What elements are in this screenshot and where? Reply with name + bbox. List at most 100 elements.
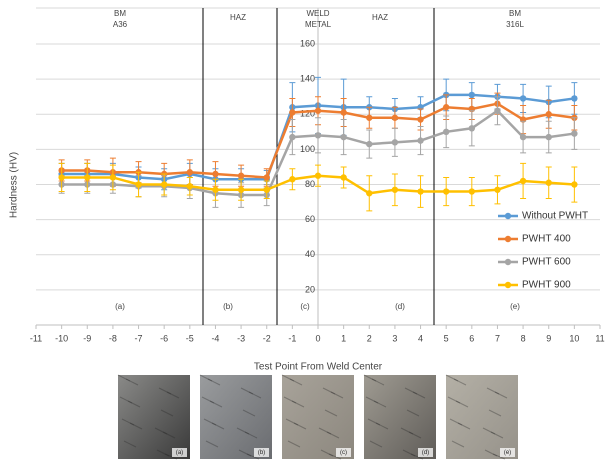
- panel-label: (d): [395, 302, 405, 311]
- micrograph-label: (a): [176, 450, 183, 456]
- data-point: [520, 178, 526, 184]
- x-tick-label: -3: [237, 333, 245, 343]
- data-point: [546, 111, 552, 117]
- data-point: [84, 174, 90, 180]
- data-point: [469, 125, 475, 131]
- legend-label: PWHT 400: [522, 234, 571, 245]
- x-tick-label: 1: [341, 333, 346, 343]
- data-point: [315, 132, 321, 138]
- x-tick-label: 2: [367, 333, 372, 343]
- data-point: [187, 183, 193, 189]
- region-label: HAZ: [230, 13, 246, 22]
- x-tick-label: -11: [30, 333, 42, 343]
- x-tick-label: 5: [444, 333, 449, 343]
- data-point: [417, 137, 423, 143]
- data-point: [494, 108, 500, 114]
- micrograph-image: [118, 375, 190, 459]
- data-point: [289, 176, 295, 182]
- x-tick-label: -7: [135, 333, 143, 343]
- data-point: [135, 181, 141, 187]
- data-point: [392, 139, 398, 145]
- region-label-line: BM: [114, 9, 126, 18]
- data-point: [520, 95, 526, 101]
- legend-marker: [505, 236, 511, 242]
- legend-label: Without PWHT: [522, 211, 588, 222]
- data-point: [289, 109, 295, 115]
- panel-label: (e): [510, 302, 520, 311]
- x-tick-label: 8: [521, 333, 526, 343]
- data-point: [238, 173, 244, 179]
- data-point: [366, 141, 372, 147]
- data-point: [392, 115, 398, 121]
- data-point: [366, 190, 372, 196]
- data-point: [315, 173, 321, 179]
- data-point: [520, 134, 526, 140]
- data-point: [571, 181, 577, 187]
- panel-label: (c): [300, 302, 310, 311]
- data-point: [571, 95, 577, 101]
- data-point: [443, 104, 449, 110]
- x-tick-label: -5: [186, 333, 194, 343]
- legend-marker: [505, 259, 511, 265]
- x-tick-label: 4: [418, 333, 423, 343]
- micrograph-label: (e): [504, 450, 511, 456]
- y-tick-label: 160: [300, 38, 315, 48]
- x-tick-label: 7: [495, 333, 500, 343]
- x-tick-label: -9: [83, 333, 91, 343]
- x-tick-label: -6: [160, 333, 168, 343]
- micrograph: (d): [364, 375, 436, 459]
- data-point: [212, 187, 218, 193]
- y-axis-label: Hardness (HV): [9, 152, 20, 218]
- y-tick-label: 80: [305, 179, 315, 189]
- data-point: [546, 134, 552, 140]
- panel-label: (a): [115, 302, 125, 311]
- data-point: [392, 187, 398, 193]
- data-point: [238, 187, 244, 193]
- legend-marker: [505, 282, 511, 288]
- micrograph: (e): [446, 375, 518, 459]
- micrograph-label: (c): [340, 450, 347, 456]
- data-point: [161, 181, 167, 187]
- y-tick-label: 100: [300, 144, 315, 154]
- data-point: [212, 171, 218, 177]
- region-label-line: METAL: [305, 20, 332, 29]
- data-point: [264, 174, 270, 180]
- y-tick-label: 20: [305, 284, 315, 294]
- panel-label: (b): [223, 302, 233, 311]
- region-label: BM A36: [113, 9, 128, 29]
- data-point: [187, 169, 193, 175]
- data-point: [264, 187, 270, 193]
- y-tick-label: 140: [300, 74, 315, 84]
- x-axis-label: Test Point From Weld Center: [254, 362, 383, 373]
- x-tick-label: -8: [109, 333, 117, 343]
- region-label-line: BM: [509, 9, 521, 18]
- x-tick-label: 9: [546, 333, 551, 343]
- x-tick-label: 10: [569, 333, 579, 343]
- x-tick-label: 0: [315, 333, 320, 343]
- data-point: [366, 115, 372, 121]
- data-point: [469, 92, 475, 98]
- x-tick-label: 3: [392, 333, 397, 343]
- region-label-line: A36: [113, 20, 128, 29]
- micrograph-image: [364, 375, 436, 459]
- x-tick-label: -1: [288, 333, 296, 343]
- data-point: [494, 187, 500, 193]
- y-tick-label: 40: [305, 249, 315, 259]
- data-point: [315, 108, 321, 114]
- legend-label: PWHT 900: [522, 280, 571, 291]
- micrograph-image: [446, 375, 518, 459]
- region-label: HAZ: [372, 13, 388, 22]
- micrograph-image: [200, 375, 272, 459]
- x-tick-label: -4: [211, 333, 219, 343]
- y-tick-label: 60: [305, 214, 315, 224]
- data-point: [571, 130, 577, 136]
- x-tick-label: -10: [55, 333, 68, 343]
- region-label-line: WELD: [306, 9, 329, 18]
- data-point: [340, 174, 346, 180]
- data-point: [443, 129, 449, 135]
- figure: Hardness (HV) Test Point From Weld Cente…: [0, 0, 606, 461]
- data-point: [110, 174, 116, 180]
- x-tick-label: -2: [263, 333, 271, 343]
- data-point: [58, 174, 64, 180]
